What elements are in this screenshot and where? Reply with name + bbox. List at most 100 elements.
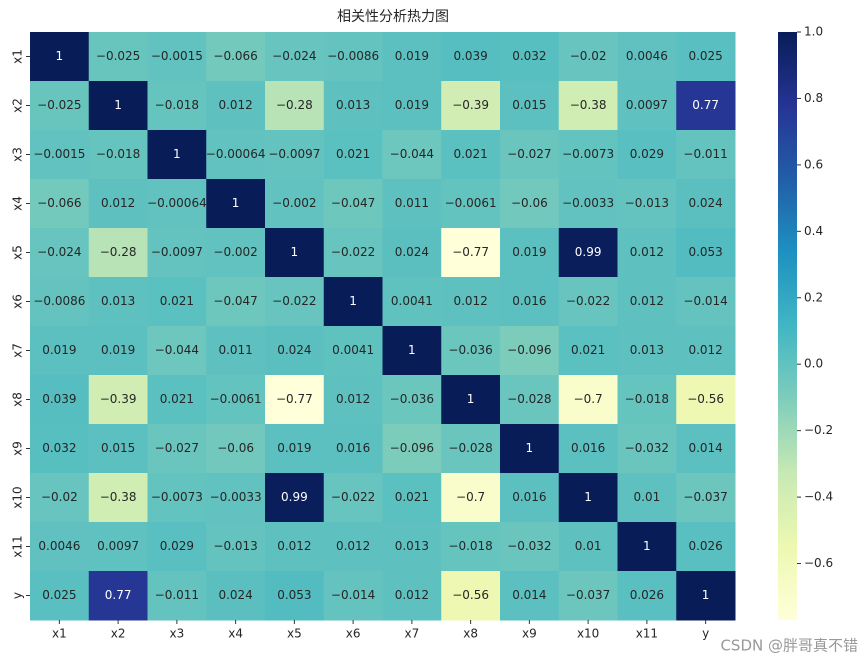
heatmap-cell <box>676 424 736 474</box>
cell-label: −0.022 <box>272 294 316 308</box>
chart-title: 相关性分析热力图 <box>337 9 449 25</box>
heatmap-cell <box>323 571 383 621</box>
cell-label: 0.019 <box>395 49 429 63</box>
cell-label: 0.025 <box>688 49 722 63</box>
heatmap-cell <box>558 228 618 278</box>
cell-label: 0.77 <box>692 98 719 112</box>
heatmap-cell <box>88 571 148 621</box>
x-tick-label: x9 <box>522 627 537 641</box>
cell-label: −0.024 <box>272 49 316 63</box>
heatmap-cell <box>558 130 618 180</box>
cell-label: 0.053 <box>688 245 722 259</box>
cell-label: 0.012 <box>336 539 370 553</box>
heatmap-cell <box>558 571 618 621</box>
heatmap-cell <box>617 473 677 523</box>
heatmap-cell <box>147 277 207 327</box>
heatmap-cell <box>147 522 207 572</box>
heatmap-cell <box>30 571 90 621</box>
heatmap-cell <box>558 326 618 376</box>
heatmap-cell <box>323 326 383 376</box>
heatmap-cell <box>500 375 560 425</box>
cell-label: 0.0046 <box>38 539 80 553</box>
cell-label: −0.025 <box>37 98 81 112</box>
y-tick-label: x3 <box>11 147 25 162</box>
heatmap-cell <box>323 424 383 474</box>
heatmap-cell <box>558 277 618 327</box>
heatmap-cell <box>323 277 383 327</box>
cell-label: 0.032 <box>512 49 546 63</box>
heatmap-cell <box>30 473 90 523</box>
cell-label: 0.019 <box>512 245 546 259</box>
cell-label: 0.99 <box>281 490 308 504</box>
cell-label: 1 <box>56 49 64 63</box>
heatmap-cell <box>323 375 383 425</box>
heatmap-cell <box>382 228 442 278</box>
cell-label: 0.014 <box>688 441 722 455</box>
heatmap-cell <box>265 81 325 131</box>
cell-label: −0.018 <box>625 392 669 406</box>
heatmap-cell <box>88 179 148 229</box>
cell-label: 0.012 <box>218 98 252 112</box>
cell-label: 0.0097 <box>97 539 139 553</box>
heatmap-cell <box>676 571 736 621</box>
cell-label: −0.39 <box>100 392 137 406</box>
cell-label: −0.037 <box>683 490 727 504</box>
heatmap-cell <box>500 277 560 327</box>
heatmap-cell <box>88 130 148 180</box>
y-tick-label: x1 <box>11 49 25 64</box>
heatmap-cell <box>265 277 325 327</box>
heatmap-cell <box>265 375 325 425</box>
cell-label: 0.0041 <box>391 294 433 308</box>
cell-label: 0.016 <box>571 441 605 455</box>
heatmap-cell <box>30 228 90 278</box>
heatmap-cell <box>676 277 736 327</box>
y-tick-label: x5 <box>11 245 25 260</box>
heatmap-cell <box>147 473 207 523</box>
cell-label: 0.012 <box>395 588 429 602</box>
y-tick-label: x9 <box>11 441 25 456</box>
cell-label: −0.0015 <box>151 49 203 63</box>
heatmap-cell <box>323 130 383 180</box>
heatmap-cell <box>676 228 736 278</box>
colorbar-tick-label: −0.6 <box>804 556 833 570</box>
heatmap-cell <box>617 522 677 572</box>
heatmap-cell <box>676 81 736 131</box>
cell-label: −0.096 <box>507 343 551 357</box>
cell-label: 1 <box>408 343 416 357</box>
x-tick-label: y <box>702 627 709 641</box>
heatmap-cell <box>676 375 736 425</box>
y-tick-label: y <box>11 592 25 599</box>
cell-label: 0.012 <box>453 294 487 308</box>
heatmap-cell <box>147 571 207 621</box>
cell-label: 1 <box>173 147 181 161</box>
heatmap-cell <box>382 32 442 82</box>
heatmap-cell <box>382 326 442 376</box>
heatmap-cell <box>147 375 207 425</box>
heatmap-cell <box>500 32 560 82</box>
heatmap-cell <box>323 32 383 82</box>
heatmap-cell <box>206 375 266 425</box>
cell-label: −0.096 <box>390 441 434 455</box>
cell-label: −0.028 <box>507 392 551 406</box>
heatmap-cell <box>30 130 90 180</box>
heatmap-cell <box>441 326 501 376</box>
cell-label: 1 <box>526 441 534 455</box>
cell-label: −0.027 <box>155 441 199 455</box>
cell-label: 0.021 <box>395 490 429 504</box>
heatmap-cell <box>323 81 383 131</box>
cell-label: 1 <box>643 539 651 553</box>
heatmap-cell <box>382 522 442 572</box>
cell-label: 0.013 <box>101 294 135 308</box>
cell-label: 1 <box>349 294 357 308</box>
cell-label: −0.0086 <box>33 294 85 308</box>
heatmap-cell <box>558 473 618 523</box>
heatmap-cell <box>265 179 325 229</box>
cell-label: 0.026 <box>630 588 664 602</box>
cell-label: 0.021 <box>453 147 487 161</box>
heatmap-cell <box>617 130 677 180</box>
heatmap-cell <box>617 375 677 425</box>
colorbar-tick-label: 0.0 <box>804 357 823 371</box>
cell-label: 0.013 <box>395 539 429 553</box>
cell-label: −0.066 <box>37 196 81 210</box>
cell-label: 0.012 <box>630 245 664 259</box>
